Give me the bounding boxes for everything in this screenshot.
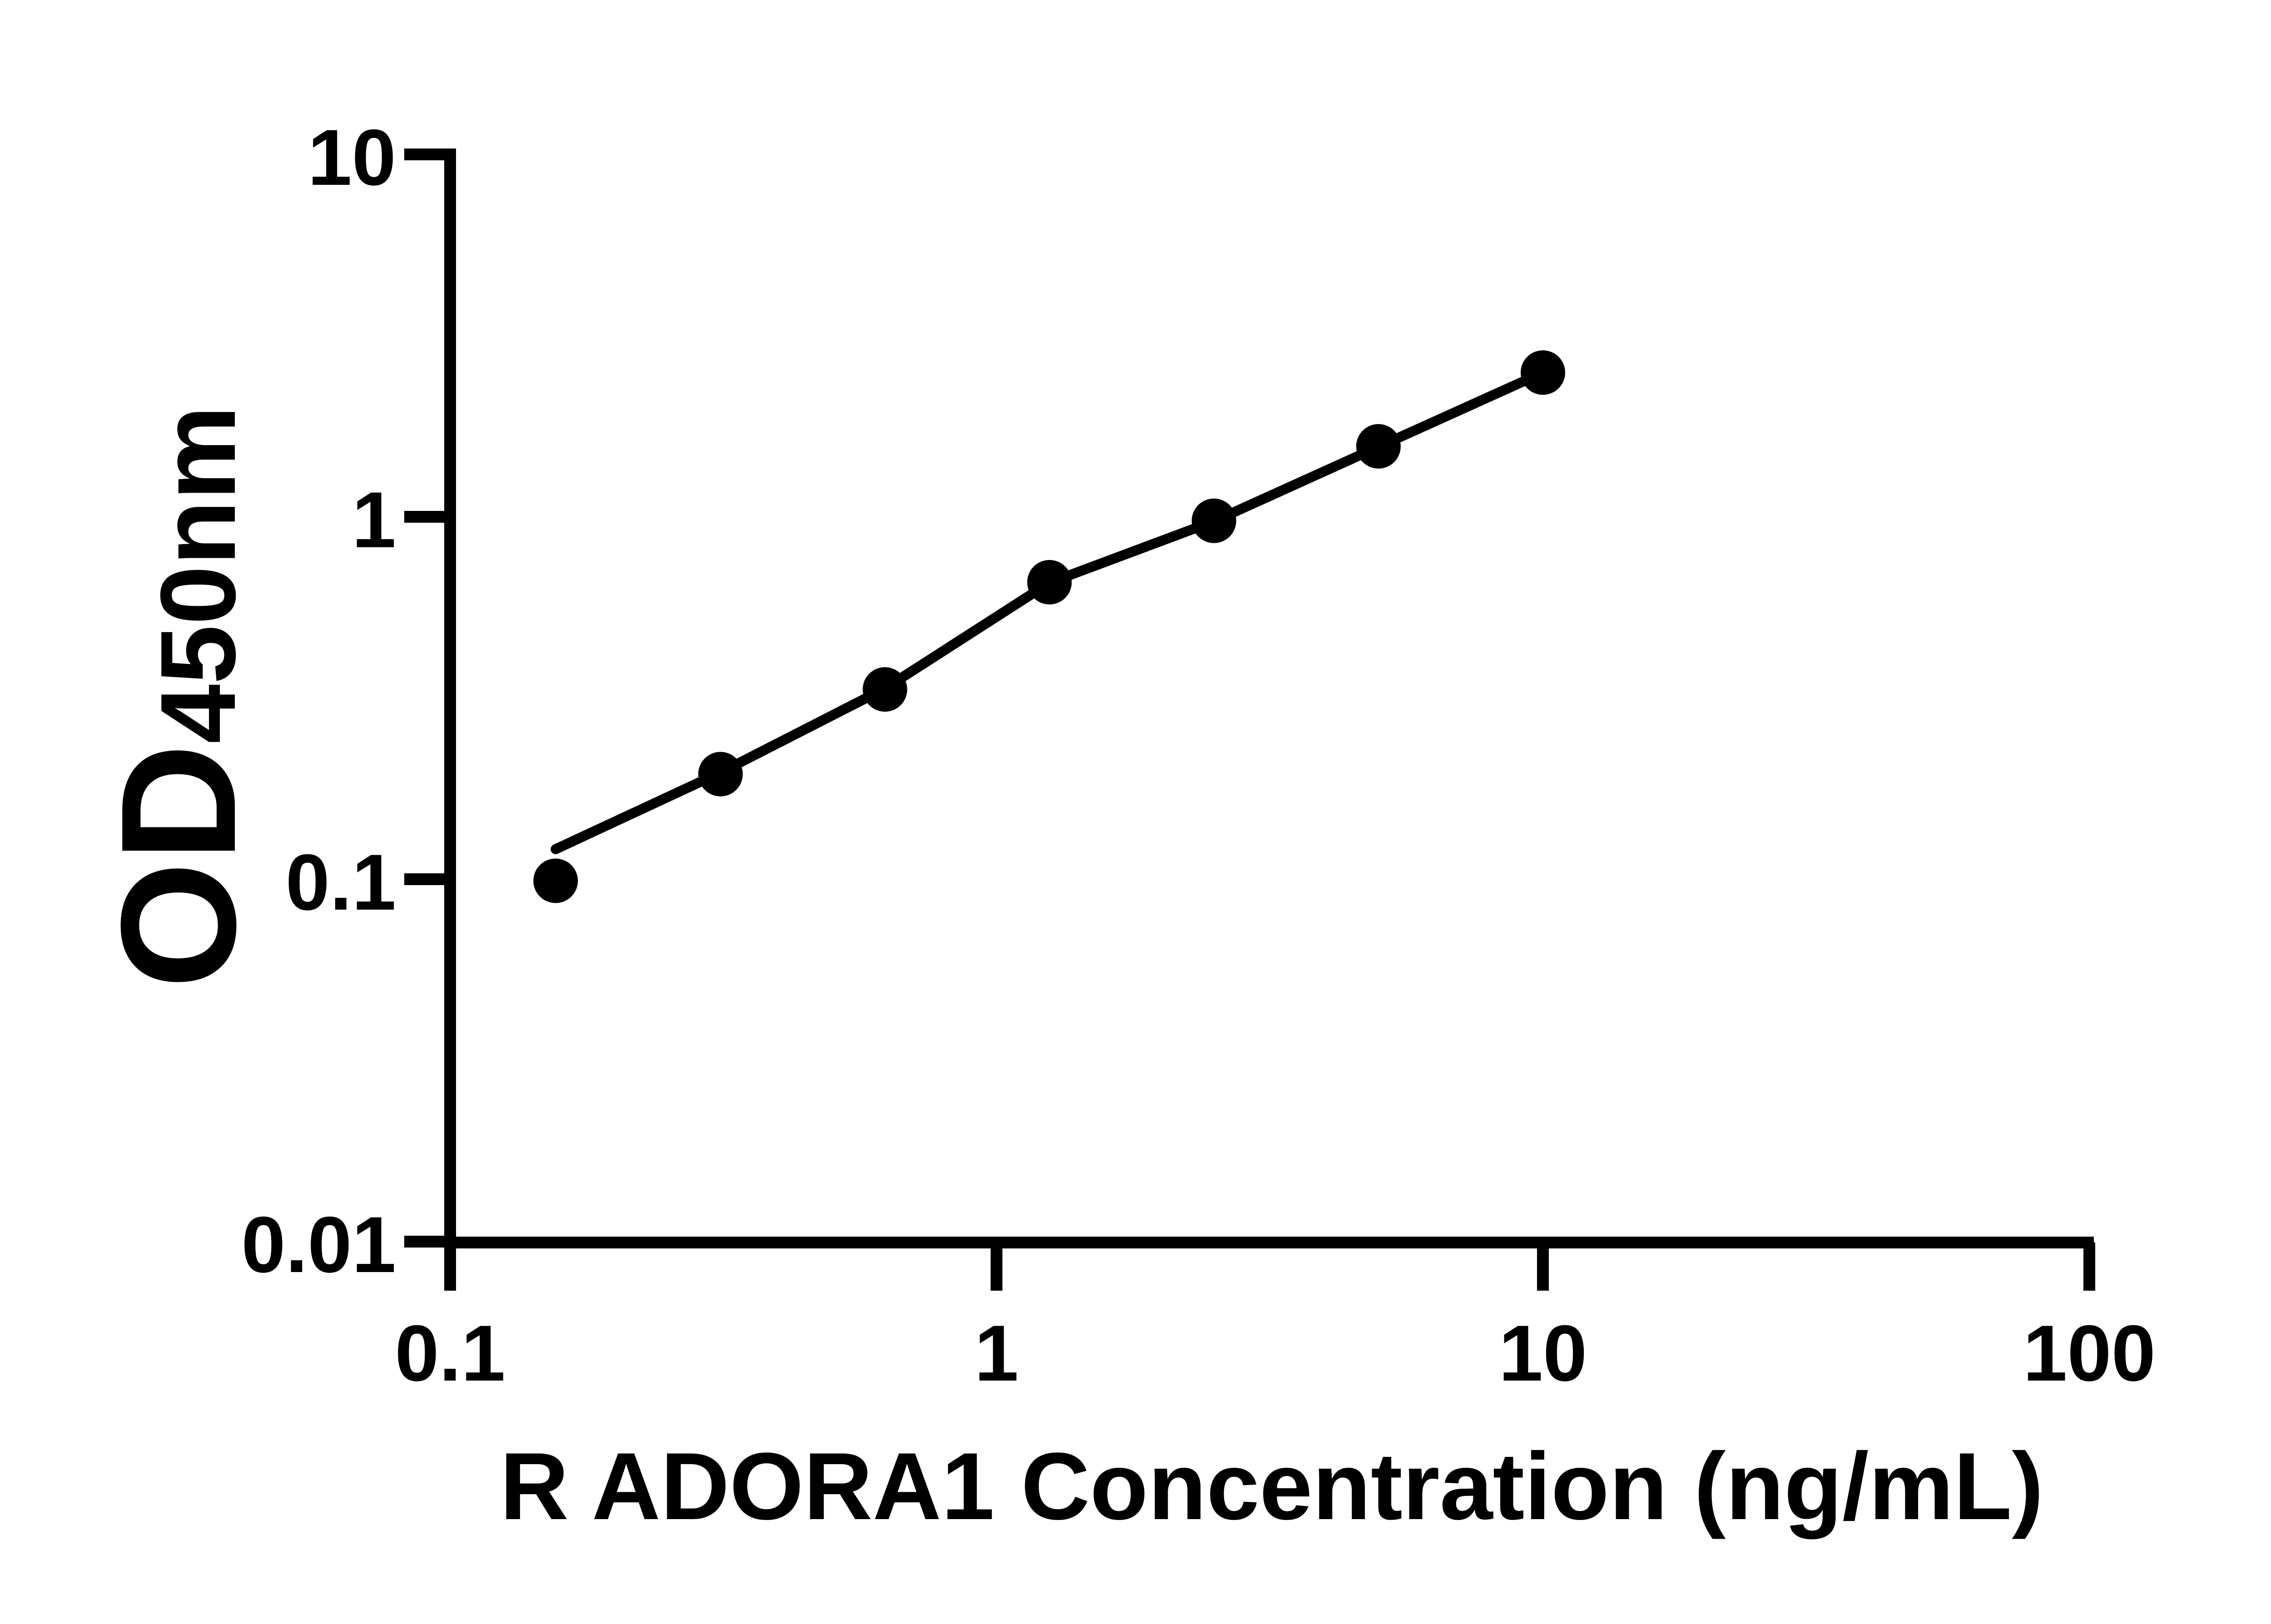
x-tick-label: 10 <box>1499 1309 1587 1398</box>
x-tick-label: 100 <box>2023 1309 2156 1398</box>
y-axis-title-sub: 450nm <box>138 406 258 744</box>
y-axis-ticks <box>404 149 451 1248</box>
data-point <box>1356 424 1401 469</box>
data-point <box>533 858 578 903</box>
data-point <box>1027 560 1072 604</box>
data-point-series <box>533 350 1565 903</box>
y-tick-label: 10 <box>307 114 396 202</box>
x-axis-title: R ADORA1 Concentration (ng/mL) <box>500 1433 2044 1540</box>
x-tick-label: 0.1 <box>395 1309 505 1398</box>
y-tick-label: 0.1 <box>286 838 396 927</box>
x-tick-label: 1 <box>974 1309 1018 1398</box>
data-point <box>1191 498 1236 543</box>
y-axis-title-main: OD <box>87 743 270 989</box>
data-point <box>1521 350 1565 395</box>
y-tick-label: 1 <box>352 476 396 564</box>
data-point <box>698 752 743 797</box>
y-axis-title: OD450nm <box>87 406 270 989</box>
x-axis-ticks <box>444 1243 2095 1291</box>
x-axis-tick-labels: 0.1 1 10 100 <box>395 1309 2156 1398</box>
y-axis-tick-labels: 0.01 0.1 1 10 <box>241 114 396 1289</box>
data-point <box>863 667 907 712</box>
y-tick-label: 0.01 <box>241 1201 396 1289</box>
